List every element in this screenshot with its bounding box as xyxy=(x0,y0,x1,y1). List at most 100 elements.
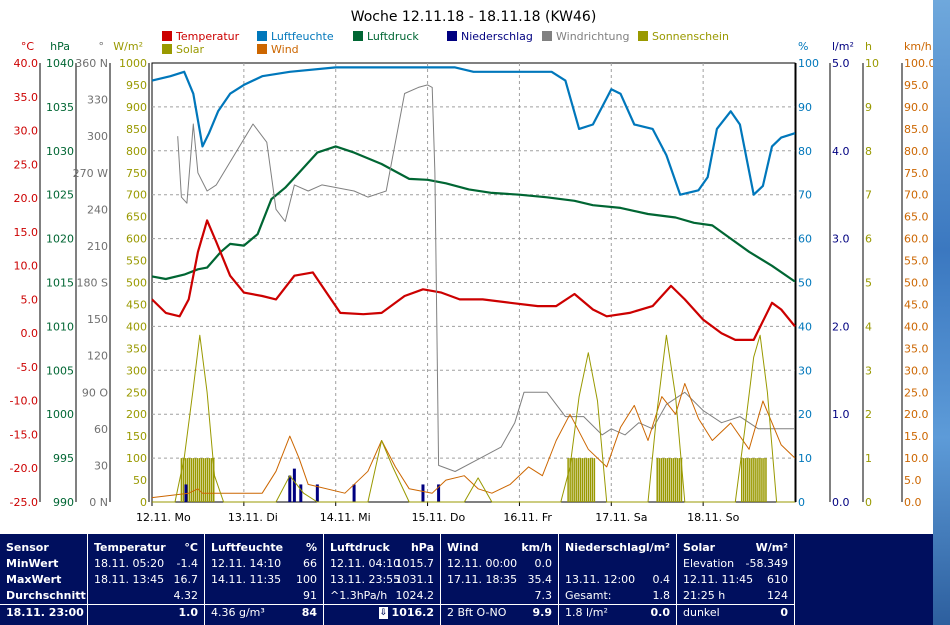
axis-tick-label: 4 xyxy=(865,320,872,333)
axis-tick-label: 750 xyxy=(126,167,147,180)
weather-chart: Woche 12.11.18 - 18.11.18 (KW46) 12.11. M… xyxy=(9,9,933,524)
info-panel: Sensor MinWert MaxWert Durchschnitt 18.1… xyxy=(0,534,933,625)
axis-tick-label: 5 xyxy=(865,277,872,290)
axis-tick-label: 300 xyxy=(87,130,108,143)
axis-tick-label: 330 xyxy=(87,94,108,107)
axis-tick-label: 1035 xyxy=(46,101,74,114)
precipitation-bar xyxy=(315,484,319,502)
luftdruck-min-time: 12.11. 04:10 xyxy=(330,557,401,570)
axis-tick-label: 1005 xyxy=(46,364,74,377)
wind-beaufort: 2 Bft O-NO xyxy=(447,606,507,619)
luftfeuchte-unit: % xyxy=(305,541,317,554)
luftdruck-current: 1016.2 xyxy=(391,606,434,619)
axis-tick-label: 7 xyxy=(865,189,872,202)
axis-tick-label: 4.0 xyxy=(832,145,850,158)
axis-tick-label: 65.0 xyxy=(904,211,929,224)
axis-unit-label: % xyxy=(798,40,808,53)
niederschlag-sum: 1.8 l/m² xyxy=(565,606,608,619)
axis-unit-label: ° xyxy=(99,40,105,53)
axis-tick-label: 60 xyxy=(798,233,812,246)
precipitation-bar xyxy=(292,468,296,502)
axis-tick-label: 35.0 xyxy=(904,342,929,355)
legend-swatch xyxy=(257,31,267,41)
axis-tick-label: 350 xyxy=(126,342,147,355)
axis-tick-label: 1000 xyxy=(46,408,74,421)
axis-tick-label: 10 xyxy=(798,452,812,465)
axis-tick-label: 15.0 xyxy=(14,226,39,239)
precipitation-bar xyxy=(437,484,441,502)
axis-tick-label: 150 xyxy=(126,430,147,443)
chart-title: Woche 12.11.18 - 18.11.18 (KW46) xyxy=(351,9,597,25)
axis-tick-label: 1030 xyxy=(46,145,74,158)
axis-tick-label: 600 xyxy=(126,233,147,246)
trend-down-icon: ⇩ xyxy=(379,607,388,619)
axis-unit-label: °C xyxy=(21,40,35,53)
axis-tick-label: 5.0 xyxy=(904,474,922,487)
axis-tick-label: 500 xyxy=(126,277,147,290)
axis-tick-label: 10 xyxy=(865,57,879,70)
solar-state: dunkel xyxy=(683,606,720,619)
legend-swatch xyxy=(542,31,552,41)
axis-tick-label: 50.0 xyxy=(904,277,929,290)
min-label: MinWert xyxy=(6,557,59,570)
axis-tick-label: 1040 xyxy=(46,57,74,70)
temperatur-min-time: 18.11. 05:20 xyxy=(94,557,165,570)
solar-elevation-label: Elevation xyxy=(683,557,735,570)
axis-tick-label: 360 N xyxy=(75,57,108,70)
axis-tick-label: 1025 xyxy=(46,189,74,202)
solar-column: Solar W/m² Elevation -58.349 12.11. 11:45 6… xyxy=(677,534,795,625)
axis-unit-label: km/h xyxy=(904,40,932,53)
axis-tick-label: 6 xyxy=(865,233,872,246)
series-line-temperatur xyxy=(151,219,796,341)
axis-tick-label: 850 xyxy=(126,123,147,136)
temperatur-min-value: -1.4 xyxy=(176,557,198,570)
luftfeuchte-max-time: 14.11. 11:35 xyxy=(211,573,282,586)
solar-current: 0 xyxy=(780,606,788,619)
axis-tick-label: 20.0 xyxy=(904,408,929,421)
axis-tick-label: 2.0 xyxy=(832,320,850,333)
axis-tick-label: 0 xyxy=(798,496,805,509)
luftfeuchte-header: Luftfeuchte xyxy=(211,541,284,554)
axis-tick-label: 30 xyxy=(94,459,108,472)
axis-tick-label: 90.0 xyxy=(904,101,929,114)
axis-tick-label: 200 xyxy=(126,408,147,421)
luftfeuchte-avg: 91 xyxy=(303,589,317,602)
axis-tick-label: -20.0 xyxy=(10,462,38,475)
axis-tick-label: 100 xyxy=(798,57,819,70)
wind-unit: km/h xyxy=(521,541,552,554)
axis-tick-label: 950 xyxy=(126,79,147,92)
axis-tick-label: 10.0 xyxy=(904,452,929,465)
axis-tick-label: 90 xyxy=(798,101,812,114)
niederschlag-unit: l/m² xyxy=(645,541,670,554)
legend-label: Sonnenschein xyxy=(652,30,729,43)
max-label: MaxWert xyxy=(6,573,62,586)
axis-tick-label: 95.0 xyxy=(904,79,929,92)
axis-tick-label: 50 xyxy=(798,277,812,290)
axis-tick-label: 40 xyxy=(798,320,812,333)
axis-tick-label: 900 xyxy=(126,101,147,114)
desktop-edge xyxy=(933,0,950,625)
axis-tick-label: 1010 xyxy=(46,320,74,333)
axis-tick-label: 800 xyxy=(126,145,147,158)
wind-current: 9.9 xyxy=(532,606,553,619)
axis-tick-label: 10.0 xyxy=(14,260,39,273)
axis-tick-label: 70.0 xyxy=(904,189,929,202)
luftfeuchte-max-value: 100 xyxy=(296,573,317,586)
legend-swatch xyxy=(162,44,172,54)
temperatur-avg: 4.32 xyxy=(173,589,199,602)
axis-tick-label: 75.0 xyxy=(904,167,929,180)
axis-tick-label: 120 xyxy=(87,350,108,363)
legend-label: Niederschlag xyxy=(461,30,533,43)
axis-tick-label: 25.0 xyxy=(904,386,929,399)
axis-tick-label: 85.0 xyxy=(904,123,929,136)
axis-tick-label: 150 xyxy=(87,313,108,326)
series-line-luftdruck xyxy=(151,145,796,283)
axis-tick-label: 5.0 xyxy=(21,293,39,306)
axis-tick-label: 0.0 xyxy=(21,327,39,340)
legend-swatch xyxy=(162,31,172,41)
axis-tick-label: 0.0 xyxy=(832,496,850,509)
series-line-luftfeuchte xyxy=(151,66,796,196)
sensor-column: Sensor MinWert MaxWert Durchschnitt 18.1… xyxy=(0,534,88,625)
axis-tick-label: 25.0 xyxy=(14,158,39,171)
axis-tick-label: 30 xyxy=(798,364,812,377)
